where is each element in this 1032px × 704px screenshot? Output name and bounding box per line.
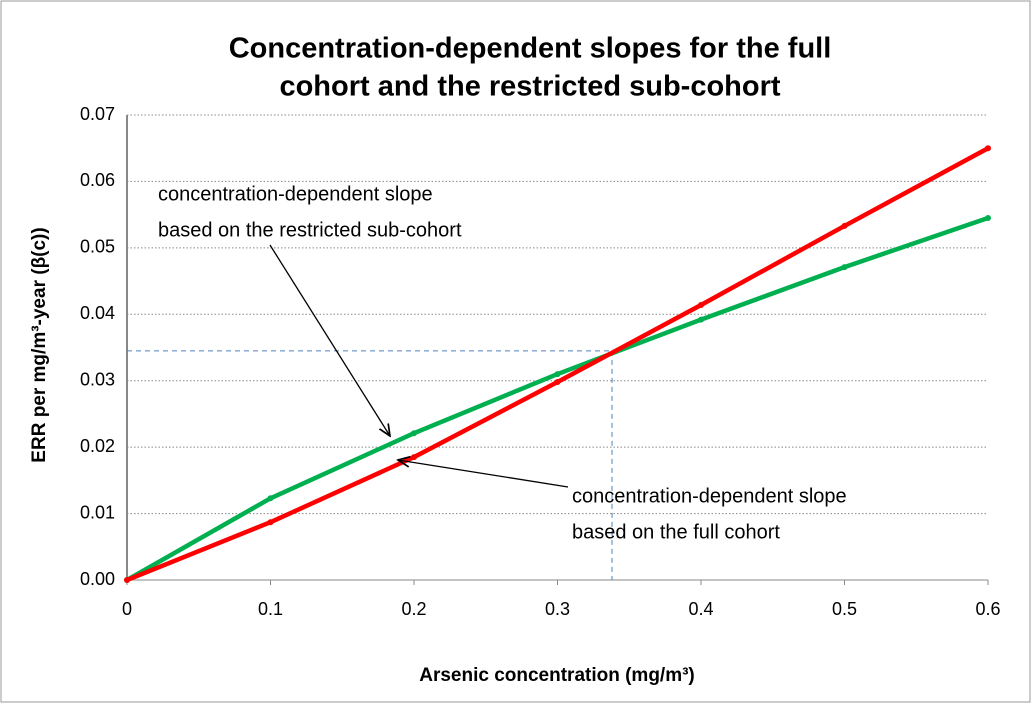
data-point [124,577,130,583]
x-tick-label: 0.2 [401,599,426,619]
data-point [411,430,417,437]
data-point [554,379,561,386]
y-tick-label: 0.03 [80,369,115,389]
data-point [985,145,991,152]
x-tick-label: 0.5 [832,599,857,619]
y-tick-label: 0.04 [80,303,115,323]
x-tick-label: 0.6 [975,599,1000,619]
data-point [267,495,274,502]
data-point [985,214,991,221]
x-tick-label: 0.1 [258,599,283,619]
chart-title: Concentration-dependent slopes for the f… [229,33,832,65]
data-point [411,454,417,461]
x-tick-label: 0.4 [688,599,713,619]
y-tick-label: 0.05 [80,237,115,257]
annotation: concentration-dependent slope [572,485,847,507]
data-point [267,519,274,526]
data-point [841,222,848,229]
data-point [698,301,704,308]
annotation-arrow [269,244,390,436]
y-tick-label: 0.07 [80,104,115,124]
y-tick-label: 0.01 [80,502,115,522]
x-tick-label: 0 [122,599,132,619]
x-axis-title: Arsenic concentration (mg/m³) [419,665,695,686]
annotation: based on the full cohort [572,521,780,543]
y-tick-label: 0.02 [80,436,115,456]
annotation: based on the restricted sub-cohort [158,219,462,241]
y-axis-title: ERR per mg/m³-year (β(c)) [29,227,50,462]
annotation: concentration-dependent slope [158,183,433,205]
data-point [698,316,704,323]
annotation-arrow [398,460,569,488]
chart-title: cohort and the restricted sub-cohort [279,71,780,103]
y-tick-label: 0.00 [80,569,115,589]
data-point [841,264,848,271]
x-tick-label: 0.3 [545,599,570,619]
data-point [554,371,561,378]
y-tick-label: 0.06 [80,170,115,190]
